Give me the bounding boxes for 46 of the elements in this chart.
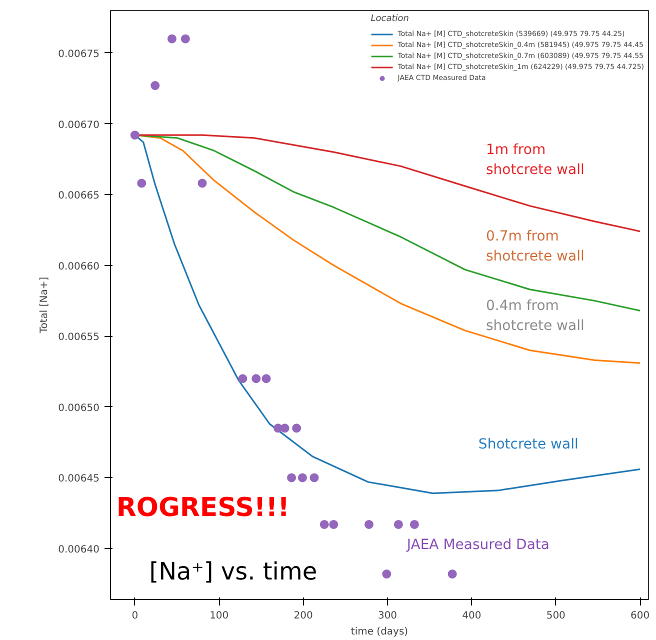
annotation: [Na⁺] vs. time <box>149 557 318 586</box>
annotation: 0.4m from shotcrete wall <box>486 298 584 334</box>
y-tick-label: 0.00675 <box>58 48 100 60</box>
point <box>310 473 319 482</box>
x-tick-label: 300 <box>378 610 398 622</box>
point <box>292 424 302 433</box>
y-tick-label: 0.00645 <box>58 474 100 485</box>
point <box>130 130 140 140</box>
x-tick-label: 600 <box>630 610 650 622</box>
y-tick-label: 0.00660 <box>58 261 100 272</box>
point <box>364 520 374 529</box>
x-tick-label: 0 <box>132 610 138 622</box>
point <box>320 520 329 529</box>
point <box>329 520 338 529</box>
legend-title: Location <box>370 14 410 24</box>
point <box>298 473 307 482</box>
point <box>167 34 176 44</box>
x-tick-label: 500 <box>546 610 566 622</box>
point <box>280 424 290 433</box>
point <box>262 374 271 384</box>
x-tick-label: 100 <box>210 610 229 622</box>
point <box>394 520 403 529</box>
x-axis-title: time (days) <box>350 626 408 638</box>
point <box>410 520 419 529</box>
annotation: JAEA Measured Data <box>406 537 550 554</box>
point <box>150 81 160 90</box>
point <box>382 570 392 579</box>
point <box>180 34 190 44</box>
y-tick-label: 0.00650 <box>58 402 100 414</box>
annotation: 0.7m from shotcrete wall <box>486 228 584 265</box>
y-tick-label: 0.00670 <box>58 120 100 131</box>
y-tick-label: 0.00665 <box>58 190 100 202</box>
x-tick-label: 400 <box>462 610 482 622</box>
point <box>137 178 146 188</box>
point <box>252 374 261 384</box>
point <box>287 473 296 482</box>
point <box>198 178 207 188</box>
annotation: ROGRESS!!! <box>116 493 290 524</box>
annotation: 1m from shotcrete wall <box>486 142 584 178</box>
point <box>238 374 248 384</box>
y-tick-label: 0.00640 <box>58 544 100 556</box>
point <box>448 570 457 579</box>
x-tick-label: 200 <box>294 610 313 622</box>
annotation: Shotcrete wall <box>478 436 578 453</box>
y-axis-title: Total [Na+] <box>39 276 50 334</box>
y-tick-label: 0.00655 <box>58 332 100 344</box>
